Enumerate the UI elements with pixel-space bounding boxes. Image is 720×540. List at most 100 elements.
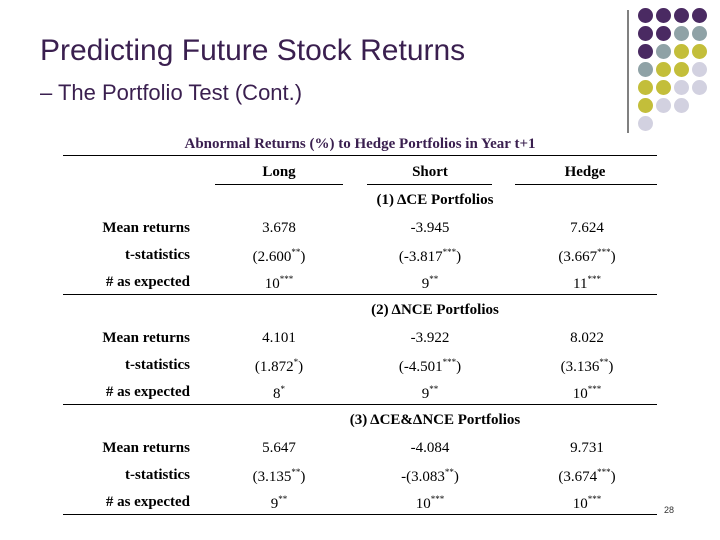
cell-value: -3.922 xyxy=(410,330,450,346)
cell-hedge: (3.667***) xyxy=(527,247,647,266)
cell-value: 10 xyxy=(572,496,588,512)
cell-value: 9 xyxy=(270,496,279,512)
significance-marker: *** xyxy=(279,274,294,284)
row-label-mean-returns: Mean returns xyxy=(102,330,190,346)
column-header-underline-long xyxy=(215,184,343,185)
section-label: (1) ΔCE Portfolios xyxy=(376,192,494,208)
cell-long: 4.101 xyxy=(219,330,339,347)
row-label-tstatistics: t-statistics xyxy=(125,357,190,373)
significance-marker: * xyxy=(293,357,299,367)
cell-short: 9** xyxy=(370,274,490,293)
cell-short: (-4.501***) xyxy=(370,357,490,376)
decorative-dot xyxy=(692,44,707,59)
decorative-dot xyxy=(674,62,689,77)
decorative-dot xyxy=(674,98,689,113)
cell-value: (3.135 xyxy=(252,469,292,485)
section-label: (3) ΔCE&ΔNCE Portfolios xyxy=(349,412,521,428)
slide-title: Predicting Future Stock Returns xyxy=(40,34,466,67)
section-bottom-rule xyxy=(63,514,657,515)
divider-line xyxy=(627,10,629,133)
section-bottom-rule xyxy=(63,404,657,405)
cell-value: 4.101 xyxy=(262,330,296,346)
decorative-dot xyxy=(656,26,671,41)
section-bottom-rule xyxy=(63,294,657,295)
page-number: 28 xyxy=(664,505,675,515)
cell-value: -4.084 xyxy=(410,440,450,456)
significance-marker: ** xyxy=(291,247,301,257)
significance-marker: *** xyxy=(587,384,602,394)
decorative-dot xyxy=(692,8,707,23)
row-label-count-as-expected: # as expected xyxy=(105,494,190,510)
table-title: Abnormal Returns (%) to Hedge Portfolios… xyxy=(0,136,720,153)
cell-hedge: 10*** xyxy=(527,494,647,513)
closing-paren: ) xyxy=(300,249,306,265)
cell-value: -3.945 xyxy=(410,220,450,236)
closing-paren: ) xyxy=(610,249,616,265)
cell-long: (2.600**) xyxy=(219,247,339,266)
closing-paren: ) xyxy=(298,359,304,375)
decorative-dot xyxy=(638,26,653,41)
decorative-dot xyxy=(638,44,653,59)
decorative-dot xyxy=(638,8,653,23)
decorative-dot xyxy=(674,26,689,41)
closing-paren: ) xyxy=(456,249,462,265)
cell-value: 10 xyxy=(572,386,588,402)
significance-marker: *** xyxy=(587,274,601,284)
cell-value: 9 xyxy=(421,386,430,402)
cell-value: (3.674 xyxy=(558,469,598,485)
decorative-dot xyxy=(692,80,707,95)
cell-hedge: 7.624 xyxy=(527,220,647,237)
row-label-mean-returns: Mean returns xyxy=(102,440,190,456)
column-header-long: Long xyxy=(262,164,296,180)
cell-short: (-3.817***) xyxy=(370,247,490,266)
significance-marker: ** xyxy=(278,494,288,504)
decorative-dot xyxy=(656,62,671,77)
decorative-dot xyxy=(674,80,689,95)
significance-marker: *** xyxy=(597,247,611,257)
cell-value: 7.624 xyxy=(570,220,604,236)
decorative-dot xyxy=(656,8,671,23)
column-header-hedge: Hedge xyxy=(564,164,606,180)
cell-long: (1.872*) xyxy=(219,357,339,376)
decorative-dot xyxy=(656,98,671,113)
closing-paren: ) xyxy=(608,359,614,375)
cell-short: -3.945 xyxy=(370,220,490,237)
significance-marker: *** xyxy=(442,357,457,367)
row-label-tstatistics: t-statistics xyxy=(125,247,190,263)
cell-value: 10 xyxy=(415,496,431,512)
closing-paren: ) xyxy=(300,469,306,485)
closing-paren: ) xyxy=(453,469,459,485)
decorative-dot xyxy=(638,80,653,95)
cell-short: 9** xyxy=(370,384,490,403)
cell-value: 5.647 xyxy=(262,440,296,456)
cell-long: 9** xyxy=(219,494,339,513)
cell-hedge: 8.022 xyxy=(527,330,647,347)
row-label-count-as-expected: # as expected xyxy=(105,384,190,400)
significance-marker: *** xyxy=(597,467,611,477)
slide-subtitle: – The Portfolio Test (Cont.) xyxy=(40,80,303,105)
cell-long: 3.678 xyxy=(219,220,339,237)
cell-value: 9 xyxy=(421,276,430,292)
cell-value: 3.678 xyxy=(262,220,296,236)
section-label: (2) ΔNCE Portfolios xyxy=(371,302,499,318)
cell-value: 8.022 xyxy=(570,330,604,346)
significance-marker: ** xyxy=(444,467,454,477)
closing-paren: ) xyxy=(456,359,462,375)
significance-marker: *** xyxy=(587,494,602,504)
cell-short: -4.084 xyxy=(370,440,490,457)
cell-long: 8* xyxy=(219,384,339,403)
cell-short: -(3.083**) xyxy=(370,467,490,486)
cell-value: (-4.501 xyxy=(398,359,443,375)
decorative-dot xyxy=(638,62,653,77)
cell-hedge: 10*** xyxy=(527,384,647,403)
cell-value: (-3.817 xyxy=(398,249,443,265)
cell-value: 11 xyxy=(573,276,588,292)
decorative-dot xyxy=(674,44,689,59)
table-top-rule xyxy=(63,155,657,156)
column-header-underline-short xyxy=(367,184,492,185)
table-title-text: Abnormal Returns (%) to Hedge Portfolios… xyxy=(184,136,536,152)
cell-long: 5.647 xyxy=(219,440,339,457)
cell-short: -3.922 xyxy=(370,330,490,347)
cell-short: 10*** xyxy=(370,494,490,513)
cell-value: (2.600 xyxy=(252,249,292,265)
